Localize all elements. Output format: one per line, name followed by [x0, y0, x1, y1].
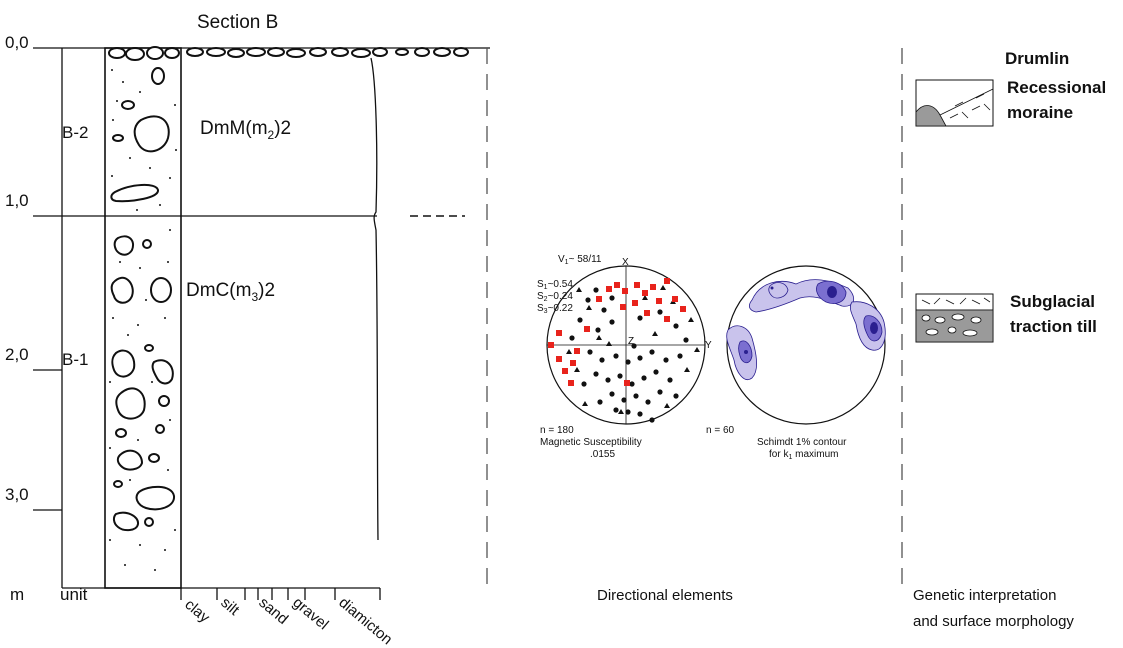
recessional-label-2: moraine [1007, 103, 1073, 122]
v1-orientation: V1~ 58/11 [558, 254, 602, 266]
sand-stipple [109, 69, 177, 571]
grain-label-sand: sand [255, 594, 291, 628]
depth-unit: m [10, 585, 24, 604]
stereonet-magnetic [546, 265, 706, 425]
depth-tick-0: 0,0 [5, 33, 29, 52]
axis-x-label: X [622, 257, 629, 268]
genetic-header-1: Genetic interpretation [913, 587, 1056, 604]
axis-y-label: Y [705, 340, 712, 351]
black-triangles [566, 285, 700, 414]
eigen-s3: S3~0.22 [537, 303, 573, 315]
surface-boulders [108, 46, 469, 61]
black-points [569, 287, 689, 423]
depth-tick-1: 1,0 [5, 191, 29, 210]
caption-magnetic-2: .0155 [590, 449, 615, 460]
depth-tick-3: 3,0 [5, 485, 29, 504]
axis-z-label: Z [628, 336, 634, 347]
n-contour: n = 60 [706, 425, 735, 436]
n-magnetic: n = 180 [540, 425, 574, 436]
subglacial-label-1: Subglacial [1010, 292, 1095, 311]
genetic-header-2: and surface morphology [913, 613, 1074, 630]
caption-contour-2: for k1 maximum [769, 449, 838, 461]
facies-upper: DmM(m2)2 [200, 118, 291, 142]
eigen-s1: S1~0.54 [537, 279, 573, 291]
directional-header: Directional elements [597, 587, 733, 604]
caption-magnetic-1: Magnetic Susceptibility [540, 437, 642, 448]
recessional-label-1: Recessional [1007, 78, 1106, 97]
unit-label-b2: B-2 [62, 123, 88, 142]
column-clasts [110, 67, 175, 532]
section-title: Section B [197, 12, 278, 33]
subglacial-till-symbol [915, 293, 994, 343]
grain-label-silt: silt [217, 594, 243, 619]
red-squares [548, 278, 686, 386]
depth-tick-2: 2,0 [5, 345, 29, 364]
grain-label-diamicton: diamicton [335, 594, 395, 648]
stereonet-contour [726, 265, 886, 425]
subglacial-label-2: traction till [1010, 317, 1097, 336]
recessional-moraine-symbol [915, 79, 994, 127]
unit-header: unit [60, 585, 88, 604]
eigen-s2: S2~0.24 [537, 291, 573, 303]
grain-label-clay: clay [181, 596, 213, 626]
depth-axis [33, 47, 62, 511]
unit-label-b1: B-1 [62, 350, 88, 369]
drumlin-label: Drumlin [1005, 49, 1069, 68]
grain-label-gravel: gravel [289, 594, 331, 633]
caption-contour-1: Schimdt 1% contour [757, 437, 847, 448]
facies-lower: DmC(m3)2 [186, 280, 275, 304]
